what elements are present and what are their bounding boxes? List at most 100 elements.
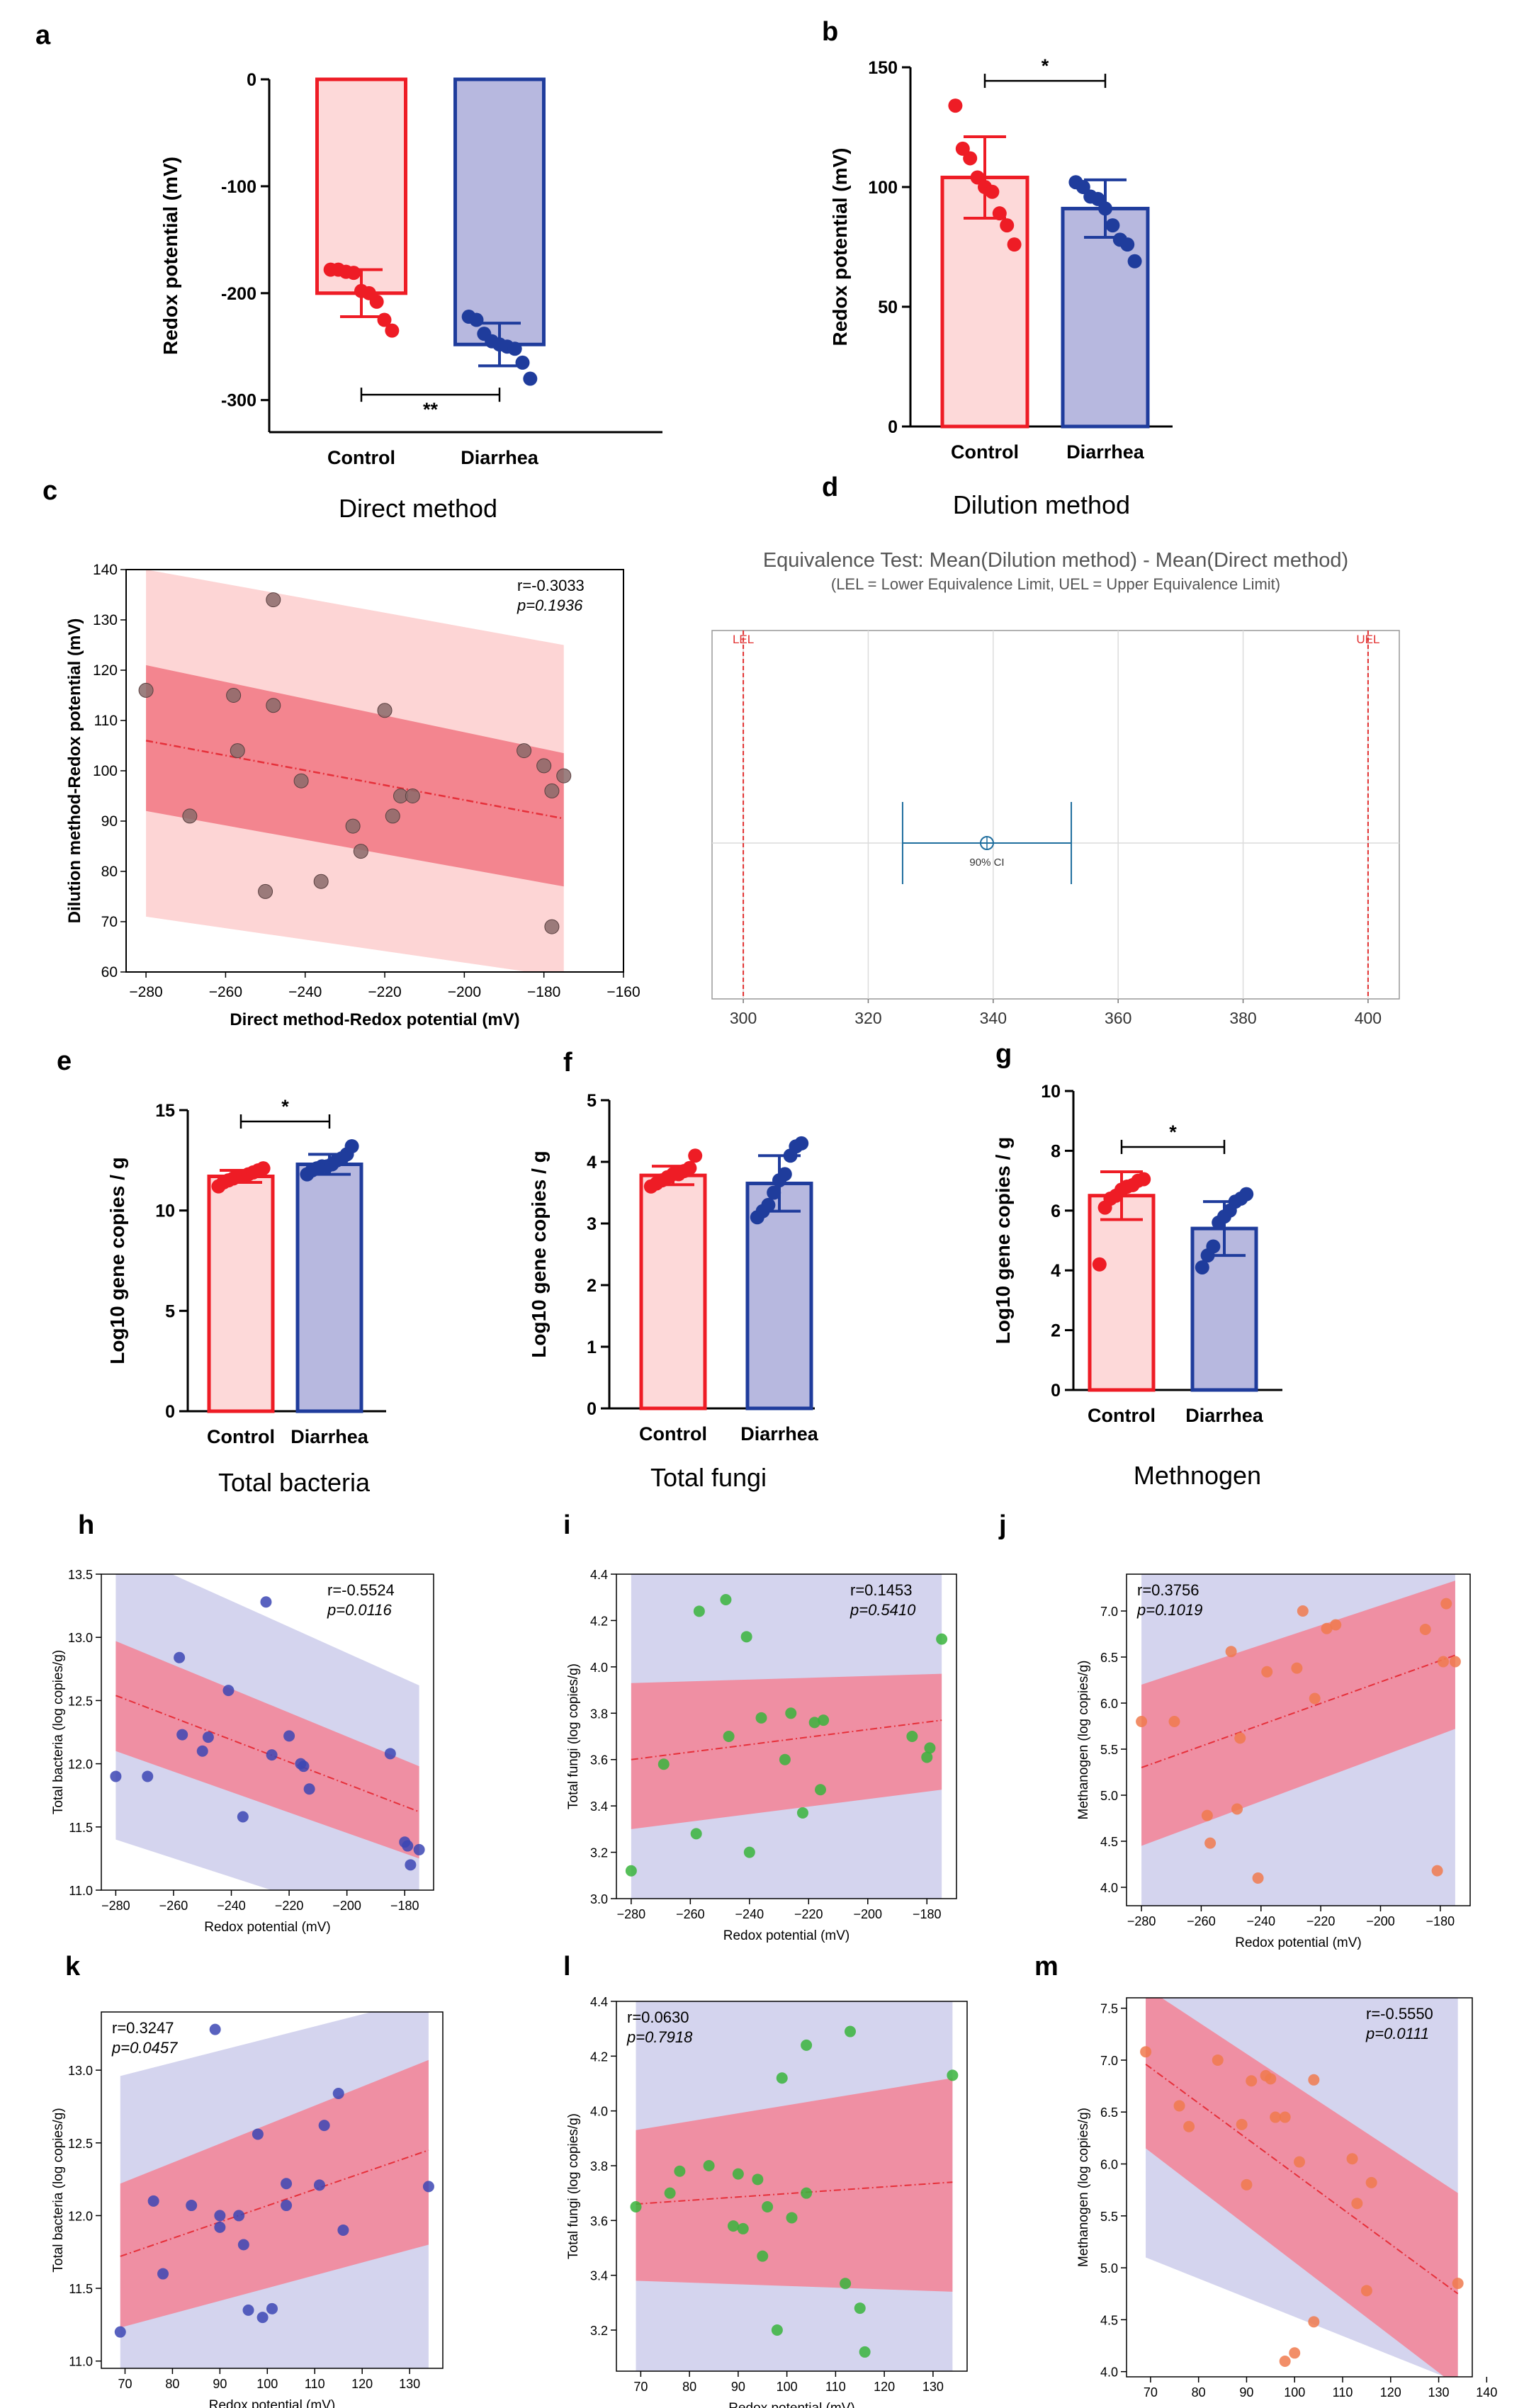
data-point: [1000, 218, 1015, 233]
lel-label: LEL: [733, 633, 754, 646]
data-point: [252, 2128, 264, 2140]
plot-frame: [616, 1573, 957, 1899]
data-point: [808, 1717, 820, 1729]
data-point: [1291, 1662, 1303, 1674]
panel-l: l 70 80 90 100 110 120 130 3.2 3.4 3.6 3.8 4.0 4.2 4.4…: [563, 1952, 968, 2408]
data-point: [1092, 1257, 1107, 1272]
x-tick-label: −240: [217, 1899, 246, 1913]
data-point: [237, 1811, 249, 1823]
y-tick-label: 0: [888, 417, 898, 437]
data-point: [256, 1161, 271, 1176]
data-point: [924, 1742, 936, 1754]
x-tick-label: −200: [854, 1907, 883, 1921]
data-point: [762, 2201, 774, 2212]
data-point: [682, 1160, 697, 1175]
group-label: Total fungi: [650, 1463, 767, 1492]
y-tick-label: 4.0: [590, 1661, 608, 1675]
data-point: [344, 1139, 359, 1153]
p-value: p=0.0457: [111, 2039, 178, 2057]
data-point: [1289, 2347, 1301, 2359]
data-point: [1183, 2120, 1195, 2132]
data-point: [266, 2302, 278, 2314]
data-point: [921, 1751, 933, 1763]
y-axis-label: Dilution method-Redox potential (mV): [65, 618, 84, 924]
y-tick-label: 3: [587, 1214, 597, 1234]
data-point: [854, 2302, 866, 2314]
x-axis-label: Redox potential (mV): [209, 2398, 335, 2408]
y-tick-label: 90: [101, 813, 118, 830]
y-tick-label: 11.0: [69, 1884, 93, 1898]
x-tick-label: −200: [332, 1899, 361, 1913]
panel-m: m 70 80 90 100 110 120 130 140 4.0 4.5 5.0 5.5 6.0 6.5…: [1034, 1952, 1497, 2408]
y-tick-label: 4.0: [590, 2105, 608, 2119]
data-point: [346, 266, 361, 281]
data-point: [298, 1760, 310, 1773]
confidence-band: [115, 1641, 419, 1859]
data-point: [202, 1731, 214, 1743]
group-label: Direct method: [339, 494, 497, 523]
data-point: [1241, 2178, 1253, 2191]
data-point: [1308, 2074, 1320, 2086]
x-tick-label: 100: [256, 2377, 278, 2391]
data-point: [1212, 2054, 1224, 2066]
data-point: [1252, 1872, 1264, 1884]
data-point: [1449, 1656, 1461, 1668]
data-point: [845, 2025, 856, 2037]
data-point: [377, 703, 393, 718]
y-tick-label: 2: [1051, 1321, 1061, 1341]
data-point: [233, 2210, 245, 2222]
confidence-band: [120, 2059, 429, 2328]
x-tick-label: −220: [368, 984, 401, 1000]
equivalence-subtitle: (LEL = Lower Equivalence Limit, UEL = Up…: [831, 575, 1280, 593]
panel-letter: e: [57, 1046, 72, 1076]
y-tick-label: 0: [247, 70, 256, 90]
y-tick-label: 3.6: [590, 2214, 608, 2228]
y-tick-label: 8: [1051, 1141, 1061, 1161]
x-tick-label: 140: [1476, 2385, 1497, 2399]
y-tick-label: 6.0: [1100, 1697, 1118, 1711]
data-point: [469, 312, 484, 327]
x-tick-label: 90: [731, 2380, 745, 2394]
y-tick-label: 7.0: [1100, 2054, 1118, 2068]
y-tick-label: 7.5: [1100, 2002, 1118, 2016]
y-tick-label: 11.5: [69, 2282, 93, 2296]
data-point: [293, 773, 309, 788]
y-tick-label: 11.5: [69, 1821, 93, 1835]
panel-a: a 0 -100 -200 -300 Redox potential (mV) Contro…: [35, 21, 662, 523]
x-axis-label: Direct method-Redox potential (mV): [230, 1010, 519, 1029]
data-point: [1279, 2111, 1291, 2123]
data-point: [1098, 201, 1112, 216]
data-point: [266, 698, 281, 713]
data-point: [801, 2039, 813, 2051]
panel-f: f 0 1 2 3 4 5 Log10 gene copies / g Control Diarr…: [528, 1048, 819, 1492]
bar-control: [315, 77, 407, 295]
x-tick-label: 70: [1144, 2385, 1158, 2399]
data-point: [402, 1840, 414, 1852]
panel-letter: i: [563, 1510, 571, 1540]
category-label: Control: [327, 447, 395, 468]
data-point: [625, 1865, 637, 1877]
y-axis-label: Total fungi (log copies/g): [566, 2113, 581, 2259]
data-point: [815, 1784, 826, 1796]
data-point: [796, 1807, 808, 1819]
data-point: [266, 1749, 278, 1761]
trend-line: [120, 2149, 429, 2257]
p-value: p=0.7918: [626, 2028, 693, 2046]
plot-frame: [101, 1573, 434, 1891]
x-tick-label: 110: [825, 2380, 846, 2394]
data-point: [786, 2212, 798, 2224]
p-value: p=0.1936: [517, 597, 583, 614]
x-tick-label: −160: [606, 984, 640, 1000]
x-tick-label: −240: [735, 1907, 764, 1921]
p-value: p=0.5410: [850, 1601, 916, 1619]
data-point: [1440, 1598, 1452, 1610]
bar-control: [1088, 1194, 1156, 1392]
y-tick-label: 4: [587, 1153, 597, 1172]
data-point: [507, 341, 522, 356]
y-tick-label: 12.0: [68, 2209, 93, 2223]
y-tick-label: 13.0: [68, 2064, 93, 2078]
y-tick-label: 5.0: [1100, 2261, 1118, 2276]
data-point: [281, 2178, 293, 2190]
confidence-band: [631, 1673, 942, 1829]
